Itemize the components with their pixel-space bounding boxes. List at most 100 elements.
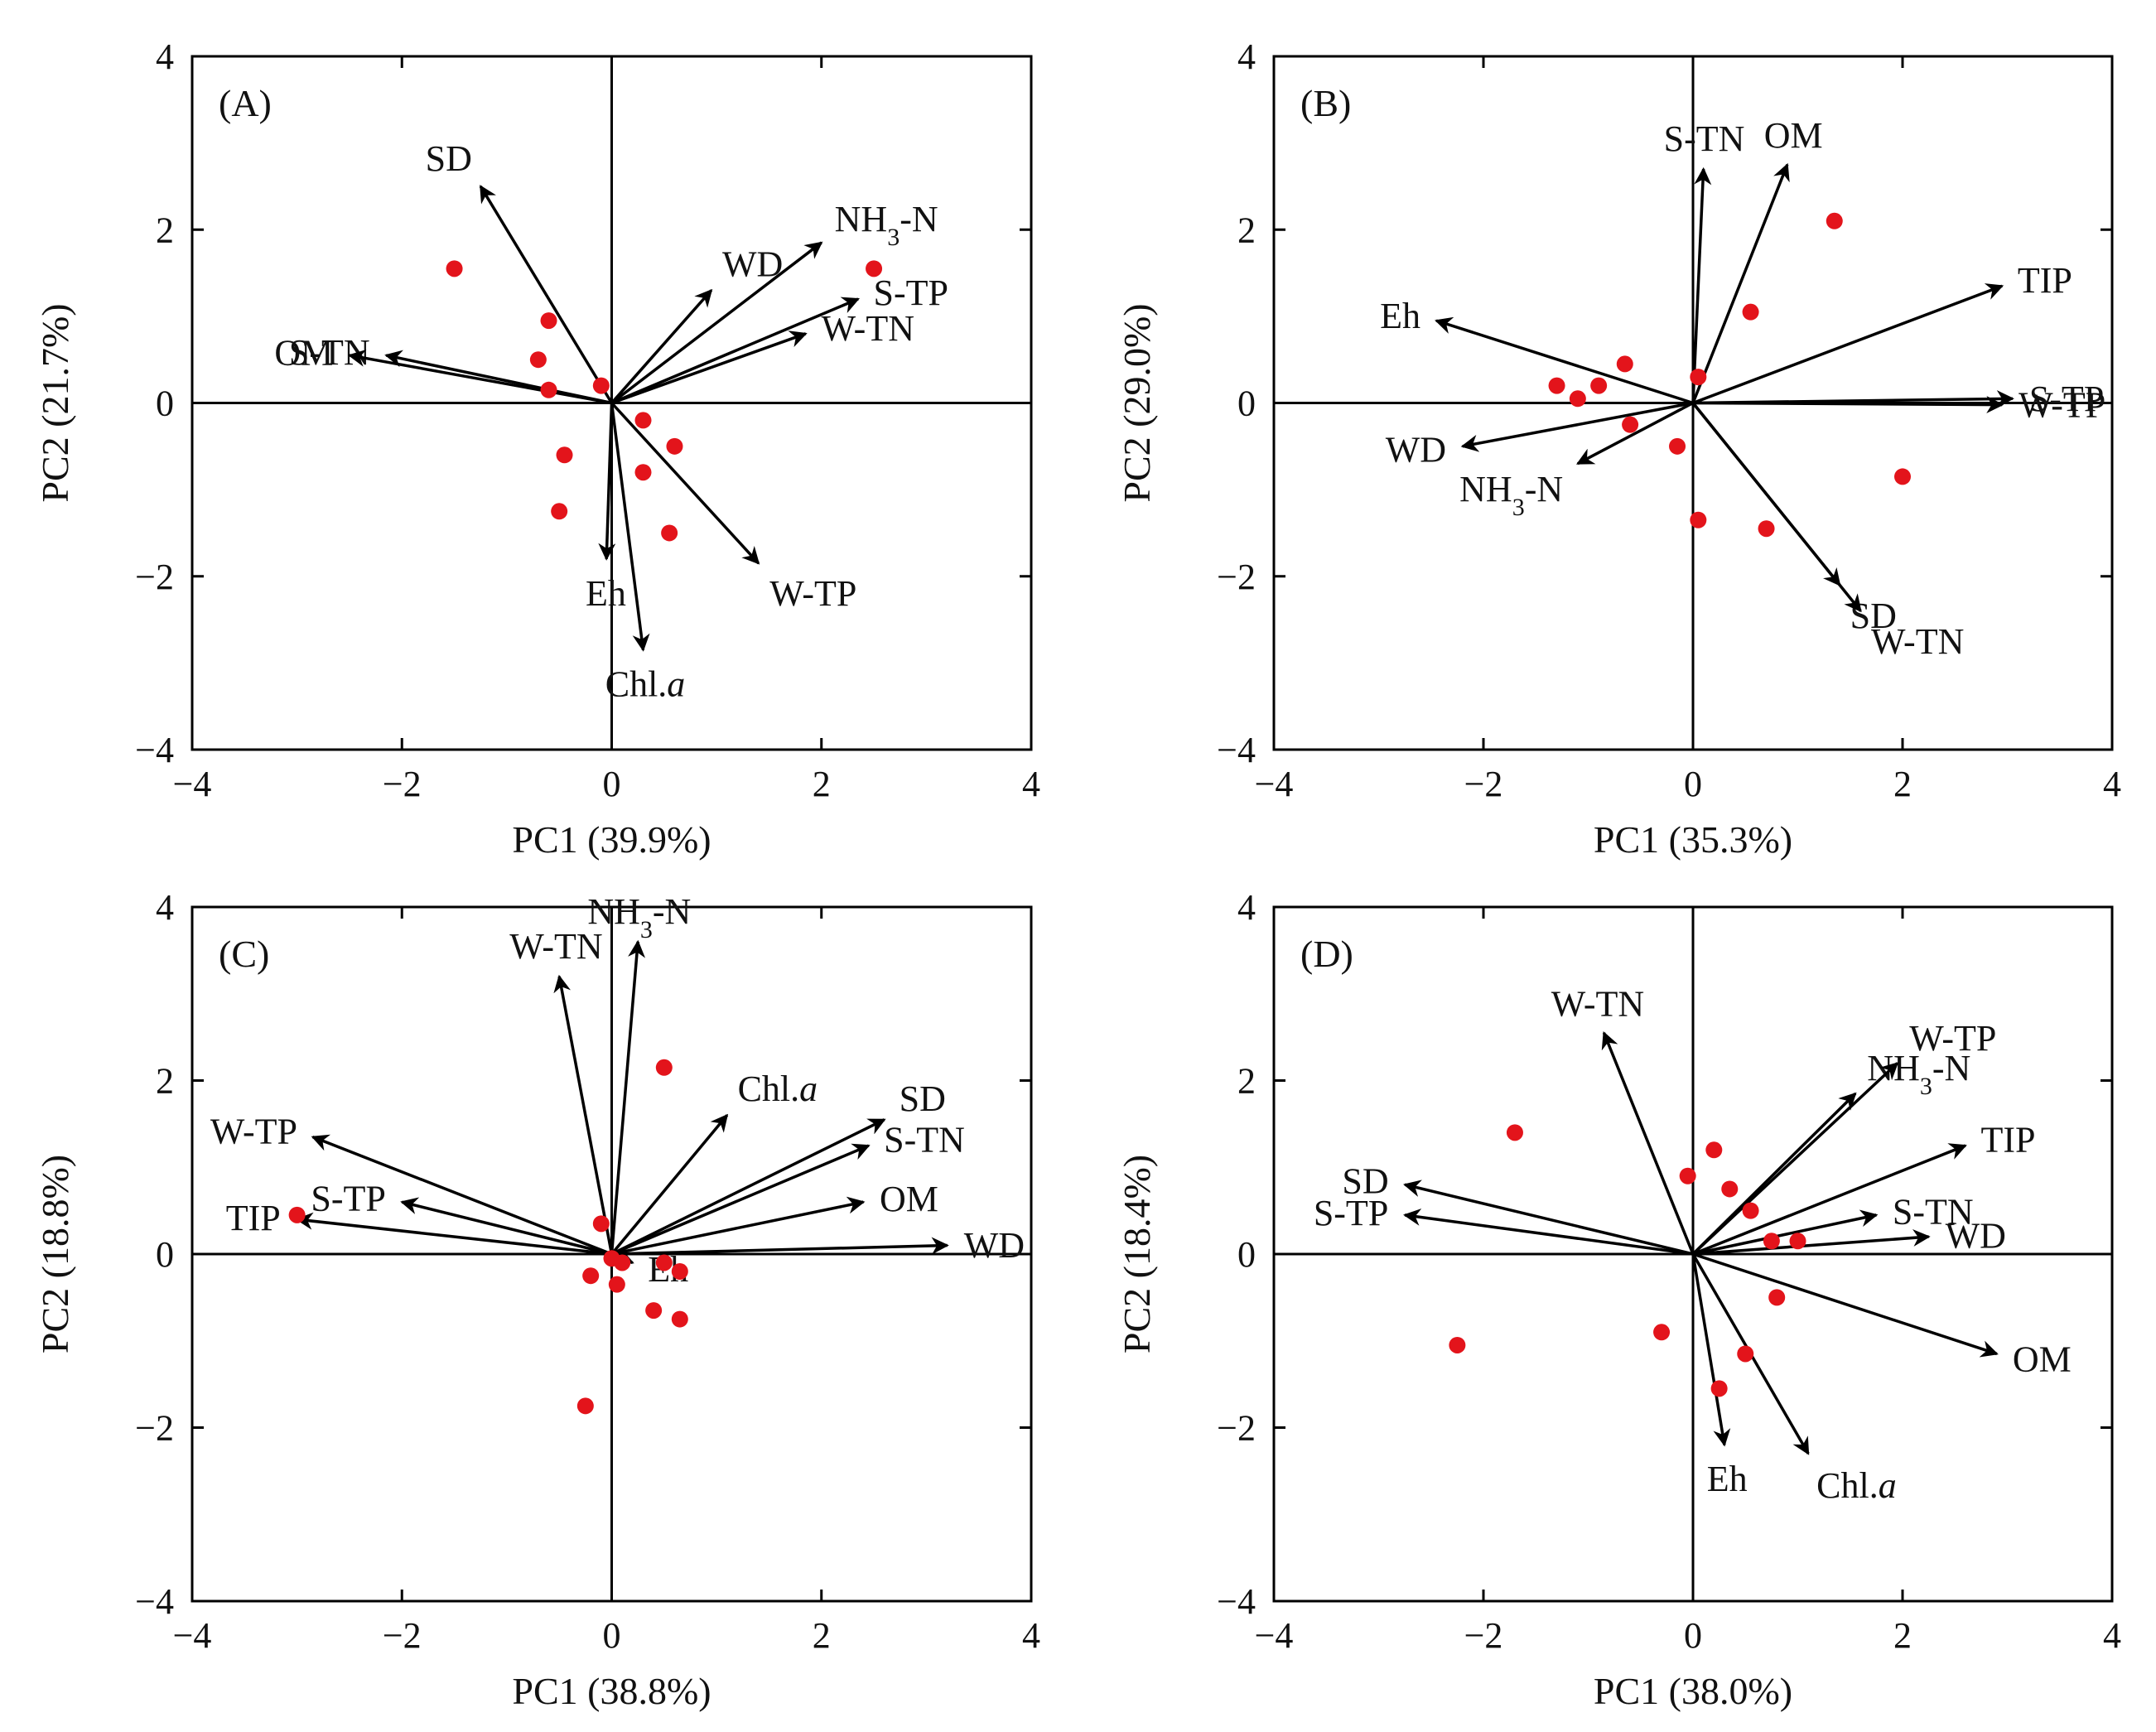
loading-arrow xyxy=(610,288,713,404)
sample-point xyxy=(446,260,463,277)
y-tick-label: −2 xyxy=(1217,1408,1256,1449)
sample-point xyxy=(1616,355,1633,373)
x-tick-label: 2 xyxy=(1893,764,1912,804)
x-tick-label: 2 xyxy=(1893,1615,1912,1656)
vector-label: Chl.a xyxy=(738,1069,818,1109)
loading-arrow xyxy=(553,974,614,1255)
sample-point xyxy=(1622,416,1639,433)
vector-label: NH3-N xyxy=(1459,469,1563,521)
y-axis-label: PC2 (29.0%) xyxy=(1116,303,1158,502)
vector-label: Chl.a xyxy=(605,664,686,705)
vector-label: WD xyxy=(964,1225,1025,1266)
loading-arrow xyxy=(610,241,823,404)
vector-label: W-TN xyxy=(1551,983,1644,1024)
sample-point xyxy=(634,464,652,481)
sample-point xyxy=(1742,303,1759,321)
x-tick-label: −2 xyxy=(383,764,422,804)
vector-label: TIP xyxy=(226,1198,281,1238)
vector-label: W-TP xyxy=(1909,1018,1996,1059)
sample-point xyxy=(1721,1180,1739,1198)
vector-label: W-TN xyxy=(509,926,602,967)
vector-label: OM xyxy=(2013,1339,2072,1380)
y-tick-label: 4 xyxy=(1237,887,1256,928)
sample-point xyxy=(1590,377,1608,394)
sample-point xyxy=(1742,1202,1759,1219)
sample-point xyxy=(592,377,610,394)
loading-arrow xyxy=(479,185,613,404)
sample-point xyxy=(288,1206,306,1223)
loading-arrow xyxy=(1601,1030,1695,1255)
x-tick-label: 4 xyxy=(1022,1615,1040,1656)
sample-point xyxy=(1789,1233,1806,1250)
panel-label: (D) xyxy=(1300,933,1353,975)
sample-point xyxy=(1763,1233,1780,1250)
loading-arrow xyxy=(1692,1143,1967,1256)
y-tick-label: −2 xyxy=(135,557,174,597)
vector-label: WD xyxy=(1386,430,1446,470)
y-tick-label: 0 xyxy=(1237,1234,1256,1275)
sample-point xyxy=(551,503,568,520)
y-tick-label: −4 xyxy=(1217,730,1256,770)
loading-arrow xyxy=(311,1134,613,1256)
x-tick-label: 4 xyxy=(2103,764,2121,804)
x-axis-label: PC1 (39.9%) xyxy=(512,818,711,861)
vector-label: S-TP xyxy=(1314,1193,1388,1233)
x-tick-label: −4 xyxy=(173,1615,212,1656)
sample-point xyxy=(1449,1336,1466,1353)
loading-arrow xyxy=(598,403,616,561)
vector-label: Eh xyxy=(1380,296,1420,336)
sample-point xyxy=(1690,369,1707,386)
y-tick-label: 2 xyxy=(1237,210,1256,250)
sample-point xyxy=(614,1254,631,1271)
loading-arrow xyxy=(610,403,650,652)
x-tick-label: 2 xyxy=(813,764,831,804)
sample-point xyxy=(556,446,573,464)
y-tick-label: 4 xyxy=(156,887,174,928)
y-tick-label: 2 xyxy=(1237,1061,1256,1102)
vector-label: OM xyxy=(274,332,333,373)
vector-label: SD xyxy=(900,1078,946,1119)
sample-point xyxy=(1506,1124,1523,1141)
loading-arrow xyxy=(295,1212,612,1256)
y-axis-label: PC2 (18.8%) xyxy=(34,1155,76,1353)
sample-point xyxy=(529,351,547,369)
x-axis-label: PC1 (38.0%) xyxy=(1594,1670,1792,1712)
vector-label: S-TN xyxy=(1893,1192,1974,1233)
loading-arrow xyxy=(610,402,760,565)
vector-label: SD xyxy=(1342,1161,1388,1202)
loading-arrow xyxy=(1691,166,1712,403)
loading-arrow xyxy=(1403,1208,1694,1256)
sample-point xyxy=(576,1397,594,1415)
sample-point xyxy=(582,1267,600,1285)
y-axis-label: PC2 (18.4%) xyxy=(1116,1155,1158,1353)
loading-arrow xyxy=(1460,401,1694,452)
loading-arrow xyxy=(1692,283,2004,405)
loading-arrow xyxy=(1691,402,1862,613)
loading-arrow xyxy=(1692,1228,1931,1256)
panel-4: −4−4 −2 −2 0 0 2 2 4 4 PC1 (38.0%) PC2 (18.4%) (D) W… xyxy=(1116,887,2121,1712)
loading-arrow xyxy=(1691,1253,1731,1447)
x-tick-label: 0 xyxy=(603,1615,621,1656)
loading-arrow xyxy=(1575,401,1694,466)
vector-label: WD xyxy=(1946,1216,2006,1257)
vector-label: S-TP xyxy=(311,1178,385,1218)
sample-point xyxy=(540,312,557,330)
vector-label: Eh xyxy=(586,573,626,614)
vector-label: Eh xyxy=(1707,1459,1748,1499)
sample-point xyxy=(655,1254,673,1271)
vector-label: NH3-N xyxy=(835,199,938,251)
y-tick-label: 4 xyxy=(1237,36,1256,77)
vector-label: WD xyxy=(722,244,783,285)
x-tick-label: 2 xyxy=(813,1615,831,1656)
y-tick-label: 2 xyxy=(156,1061,174,1102)
sample-point xyxy=(1548,377,1565,394)
panel-1: −4−4 −2 −2 0 0 2 2 4 4 PC1 (39.9%) PC2 (21.7%) (A) S… xyxy=(34,36,1040,861)
sample-point xyxy=(1894,468,1911,485)
x-tick-label: 4 xyxy=(1022,764,1040,804)
sample-point xyxy=(1569,390,1586,408)
vector-label: W-TP xyxy=(2019,385,2105,426)
vector-label: W-TN xyxy=(1871,621,1964,662)
vector-label: TIP xyxy=(1980,1120,2035,1160)
sample-point xyxy=(1737,1345,1754,1363)
